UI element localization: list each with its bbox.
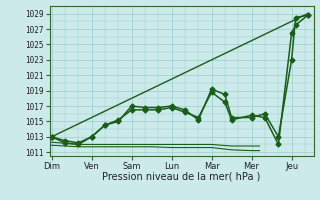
X-axis label: Pression niveau de la mer( hPa ): Pression niveau de la mer( hPa ) (102, 172, 261, 182)
